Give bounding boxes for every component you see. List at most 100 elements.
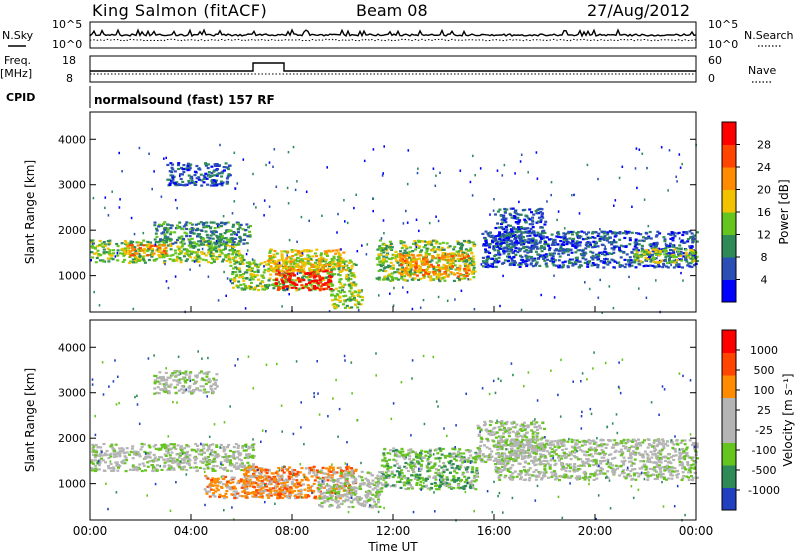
data-cell [312, 265, 316, 268]
scatter-point [345, 299, 348, 302]
data-cell [613, 260, 617, 263]
data-cell [576, 478, 579, 481]
data-cell [227, 253, 231, 256]
scatter-point [107, 214, 110, 217]
data-cell [503, 207, 507, 211]
data-cell [349, 271, 353, 275]
data-cell [205, 463, 209, 466]
data-cell [212, 460, 216, 463]
nsearch-trace [89, 38, 697, 42]
data-cell [632, 472, 636, 475]
data-cell [160, 446, 164, 449]
data-cell [163, 244, 167, 247]
data-cell [662, 447, 666, 450]
scatter-point [328, 310, 331, 313]
data-cell [536, 253, 540, 256]
data-cell [235, 462, 239, 465]
data-cell [628, 239, 632, 242]
data-cell [205, 225, 209, 228]
data-cell [648, 251, 652, 254]
scatter-point [229, 280, 232, 283]
data-cell [593, 231, 597, 234]
data-cell [588, 442, 592, 445]
data-cell [139, 242, 143, 245]
data-cell [640, 250, 644, 253]
data-cell [335, 306, 339, 309]
scatter-point [286, 288, 289, 291]
data-cell [526, 251, 530, 254]
data-cell [671, 253, 675, 256]
data-cell [214, 455, 218, 458]
data-cell [171, 181, 175, 184]
data-cell [424, 271, 428, 274]
data-cell [227, 173, 231, 176]
data-cell [211, 254, 215, 258]
scatter-point [104, 206, 106, 210]
y-tick-label: 1000 [58, 270, 86, 283]
data-cell [635, 254, 639, 257]
data-cell [173, 170, 177, 173]
data-cell [230, 455, 234, 458]
data-cell [690, 265, 694, 269]
scatter-point [439, 171, 441, 174]
data-cell [573, 261, 577, 264]
data-cell [572, 439, 576, 442]
data-cell [631, 462, 635, 465]
data-cell [568, 463, 572, 466]
data-cell [502, 217, 506, 220]
data-cell [410, 257, 414, 260]
data-cell [190, 175, 194, 178]
data-cell [401, 266, 405, 269]
data-cell [588, 260, 591, 263]
data-cell [536, 234, 540, 237]
data-cell [486, 266, 490, 269]
data-cell [590, 459, 594, 462]
data-cell [664, 459, 668, 463]
data-cell [187, 174, 191, 177]
data-cell [500, 222, 503, 226]
data-cell [531, 259, 535, 262]
data-cell [102, 248, 106, 251]
data-cell [603, 250, 607, 253]
data-cell [688, 439, 692, 442]
data-cell [275, 277, 279, 280]
data-cell [453, 259, 457, 263]
data-cell [234, 266, 238, 269]
data-cell [663, 238, 667, 241]
data-cell [193, 244, 197, 248]
data-cell [679, 247, 683, 250]
data-cell [229, 449, 233, 452]
data-cell [292, 268, 295, 271]
data-cell [98, 458, 102, 461]
data-cell [421, 274, 425, 277]
data-cell [524, 254, 528, 258]
data-cell [463, 277, 467, 280]
data-cell [668, 468, 671, 471]
data-cell [505, 457, 509, 460]
data-cell [531, 220, 535, 223]
data-cell [547, 476, 550, 479]
data-cell [113, 449, 117, 452]
data-cell [312, 276, 316, 279]
data-cell [600, 452, 604, 455]
data-cell [90, 459, 94, 462]
data-cell [197, 260, 201, 263]
data-cell [496, 210, 500, 213]
data-cell [612, 266, 616, 269]
data-cell [171, 174, 175, 177]
data-cell [325, 276, 329, 279]
scatter-point [225, 294, 227, 297]
data-cell [605, 443, 609, 446]
data-cell [377, 255, 381, 258]
data-cell [382, 251, 386, 254]
data-cell [504, 226, 508, 229]
data-cell [662, 476, 666, 479]
scatter-point [286, 186, 289, 190]
data-cell [251, 278, 255, 281]
data-cell [225, 230, 229, 233]
data-cell [153, 458, 157, 461]
data-cell [446, 246, 450, 249]
data-cell [235, 253, 238, 256]
data-cell [419, 277, 423, 280]
data-cell [406, 264, 409, 267]
